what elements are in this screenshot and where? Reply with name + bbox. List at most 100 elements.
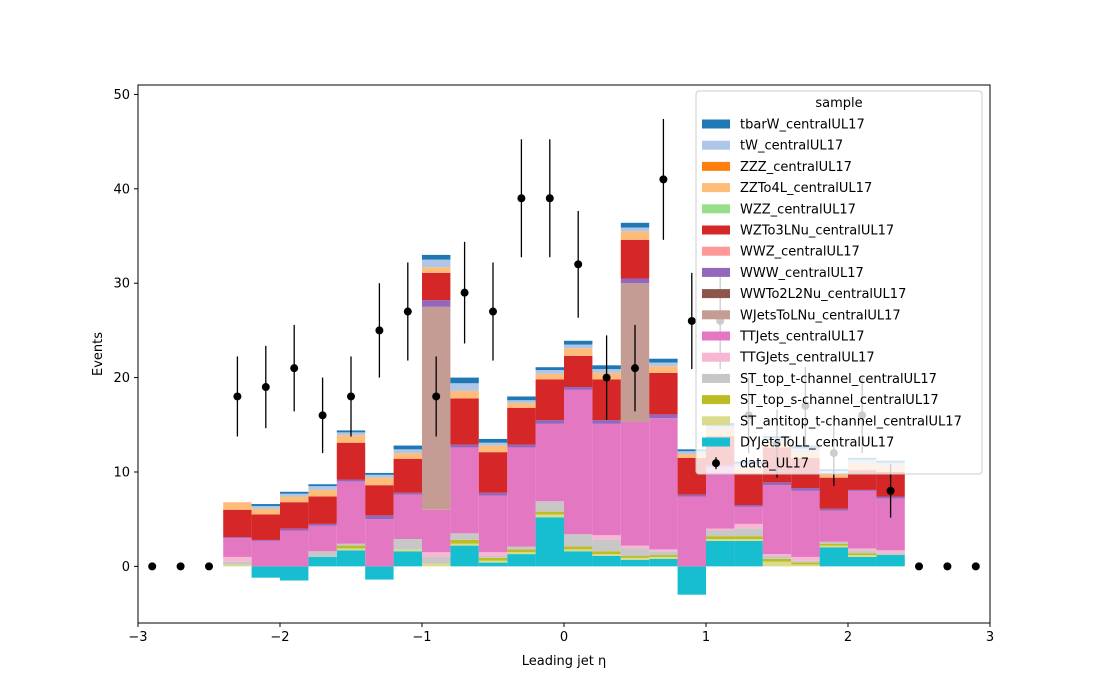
bar-segment — [336, 548, 366, 551]
bar-segment — [507, 554, 536, 567]
bar-segment — [706, 530, 735, 537]
bar-segment — [762, 485, 792, 555]
bar-segment — [223, 556, 252, 562]
bar-segment — [848, 550, 877, 554]
data-point — [290, 364, 299, 373]
x-tick-label: 2 — [844, 630, 852, 645]
bar-segment — [478, 445, 508, 453]
bar-segment — [819, 510, 848, 542]
legend-label: tbarW_centralUL17 — [740, 118, 865, 133]
bar-segment — [478, 552, 508, 556]
bar-segment — [422, 272, 451, 301]
bar-segment — [535, 514, 564, 518]
bar-segment — [649, 366, 678, 373]
bar-segment — [791, 488, 820, 491]
bar-segment — [223, 564, 252, 567]
legend-swatch — [702, 267, 730, 277]
bar-segment — [251, 504, 280, 506]
bar-segment — [564, 355, 593, 388]
bar-segment — [478, 495, 508, 553]
bar-segment — [280, 493, 309, 497]
bar-segment — [223, 538, 252, 557]
bar-segment — [535, 511, 564, 515]
bar-segment — [535, 423, 564, 502]
bar-segment — [393, 458, 422, 493]
y-tick-label: 50 — [113, 88, 130, 103]
bar-segment — [450, 447, 479, 534]
bar-segment — [677, 494, 706, 497]
legend-label: WWTo2L2Nu_centralUL17 — [740, 287, 906, 302]
bar-segment — [507, 403, 536, 408]
legend-label: ST_top_t-channel_centralUL17 — [740, 372, 937, 387]
bar-segment — [706, 540, 735, 567]
bar-segment — [791, 564, 820, 567]
x-tick-label: −3 — [128, 630, 147, 645]
legend-swatch — [702, 140, 730, 150]
legend-swatch — [702, 225, 730, 235]
legend-swatch — [702, 246, 730, 256]
bar-segment — [223, 509, 252, 538]
bar-segment — [649, 558, 678, 567]
bar-segment — [507, 400, 536, 404]
bar-segment — [336, 550, 366, 567]
bar-segment — [819, 508, 848, 511]
bar-segment — [535, 370, 564, 374]
legend-label: ZZTo4L_centralUL17 — [740, 181, 872, 196]
legend-swatch — [702, 437, 730, 447]
bar-segment — [450, 383, 479, 391]
bar-segment — [819, 545, 848, 548]
bar-segment — [365, 485, 394, 516]
x-tick-label: −1 — [412, 630, 431, 645]
bar-segment — [422, 259, 451, 268]
bar-segment — [848, 548, 877, 551]
data-point — [432, 392, 441, 401]
bar-segment — [308, 551, 337, 557]
bar-segment — [649, 549, 678, 552]
legend-swatch — [702, 331, 730, 341]
bar-segment — [507, 552, 536, 555]
bar-segment — [336, 543, 366, 546]
data-point — [375, 326, 384, 335]
bar-segment — [762, 561, 792, 567]
bar-segment — [251, 539, 280, 541]
bar-segment — [649, 556, 678, 559]
data-point — [971, 562, 980, 571]
bar-segment — [620, 545, 650, 549]
data-point — [318, 411, 327, 420]
bar-segment — [649, 358, 678, 363]
bar-segment — [450, 539, 479, 544]
bar-segment — [620, 555, 650, 558]
bar-segment — [450, 545, 479, 567]
bar-segment — [251, 514, 280, 540]
bar-segment — [280, 496, 309, 503]
bar-segment — [564, 534, 593, 547]
bar-segment — [762, 482, 792, 486]
bar-segment — [450, 377, 479, 384]
legend-swatch — [702, 183, 730, 193]
y-tick-label: 20 — [113, 371, 130, 386]
bar-segment — [478, 562, 508, 567]
bar-segment — [336, 442, 366, 480]
bar-segment — [422, 509, 451, 553]
bar-segment — [592, 539, 621, 552]
legend-label: DYJetsToLL_centralUL17 — [740, 436, 894, 451]
bar-segment — [336, 545, 366, 549]
bar-segment — [677, 451, 706, 455]
legend-data-marker — [712, 459, 720, 468]
bar-segment — [649, 372, 678, 415]
bar-segment — [564, 340, 593, 345]
bar-segment — [620, 222, 650, 228]
bar-segment — [620, 278, 650, 284]
legend-swatch — [702, 352, 730, 362]
bar-segment — [507, 546, 536, 550]
bar-segment — [734, 540, 763, 567]
bar-segment — [308, 496, 337, 524]
bar-segment — [762, 554, 792, 556]
bar-segment — [393, 538, 422, 550]
legend-box — [695, 90, 983, 475]
bar-segment — [564, 387, 593, 390]
bar-segment — [677, 496, 706, 567]
legend-label: TTJets_centralUL17 — [739, 330, 865, 345]
bar-segment — [876, 553, 905, 556]
bar-segment — [734, 506, 763, 524]
